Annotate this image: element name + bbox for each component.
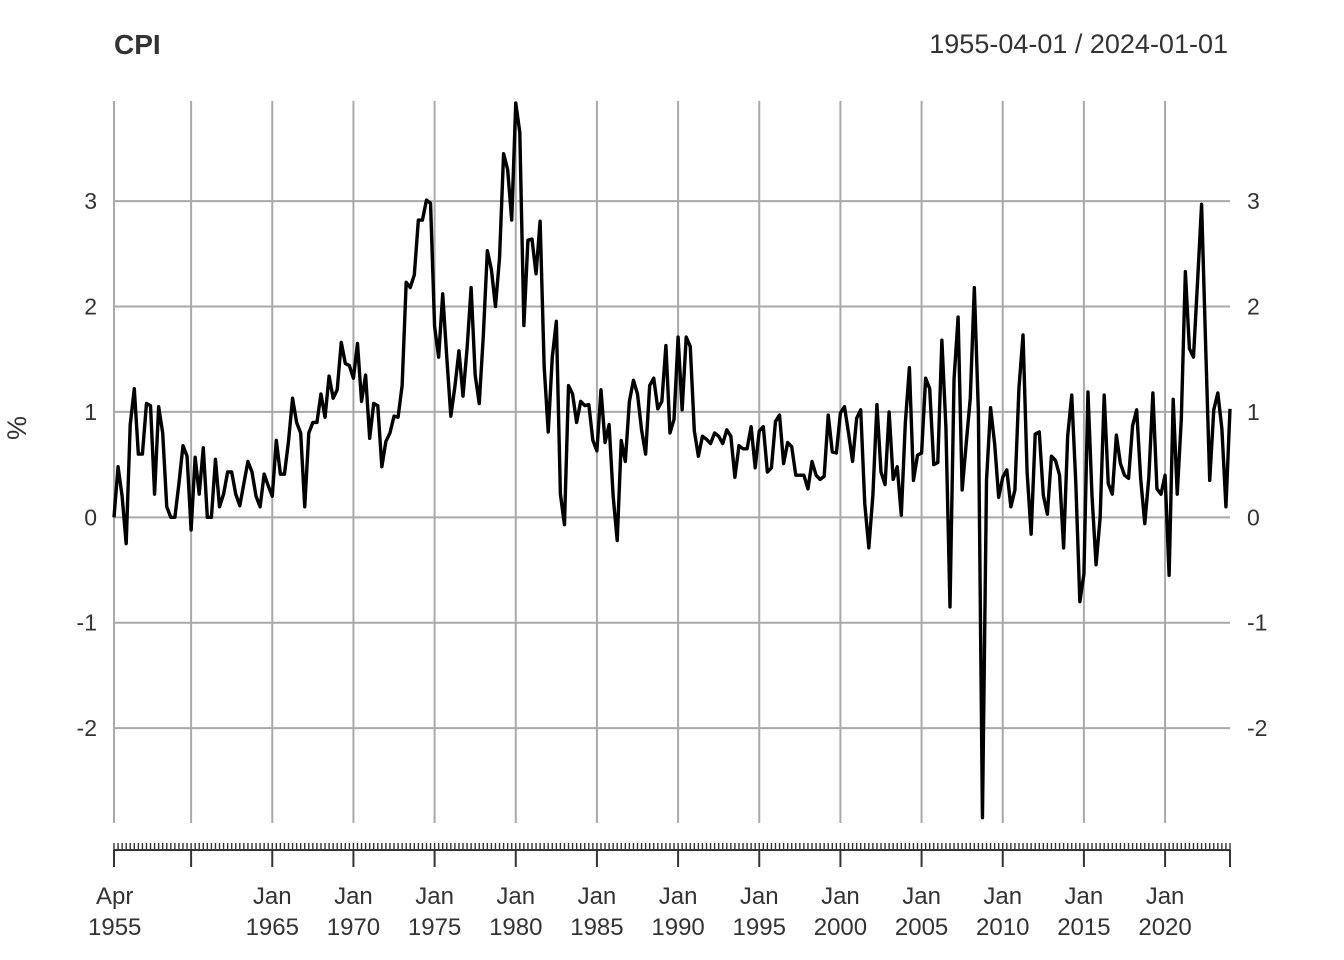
y-tick-label-right: -2 — [1247, 715, 1267, 741]
x-tick-label-month: Jan — [659, 883, 698, 910]
x-tick-label-year: 1965 — [246, 914, 299, 941]
x-tick-label-year: 2020 — [1138, 914, 1191, 941]
vertical-gridlines — [113, 101, 1167, 823]
x-tick-labels: Apr 1955 Jan 1965 Jan 1970 Jan 1975 Jan 1980 Jan 19… — [88, 883, 1192, 941]
x-tick-label-year: 1975 — [408, 914, 461, 941]
x-tick-label-month: Jan — [496, 883, 535, 910]
y-tick-label-left: -2 — [77, 715, 97, 741]
x-tick-label-year: 2005 — [895, 914, 948, 941]
date-range-label: 1955-04-01 / 2024-01-01 — [929, 29, 1228, 59]
y-tick-label-right: 3 — [1247, 188, 1260, 214]
x-tick-label-month: Jan — [740, 883, 779, 910]
x-axis — [113, 843, 1231, 867]
x-tick-label-month: Jan — [1065, 883, 1104, 910]
x-tick-label-month: Jan — [902, 883, 941, 910]
x-tick-label-year: 1985 — [570, 914, 623, 941]
y-tick-label-right: 1 — [1247, 399, 1260, 425]
y-tick-label-left: 2 — [84, 294, 97, 320]
x-tick-label-year: 1995 — [733, 914, 786, 941]
y-tick-label-right: -1 — [1247, 610, 1267, 636]
x-tick-label-year: 2015 — [1057, 914, 1110, 941]
x-tick-label-month: Jan — [1146, 883, 1185, 910]
x-tick-label-month: Jan — [334, 883, 373, 910]
y-tick-label-left: 1 — [84, 399, 97, 425]
y-tick-label-right: 2 — [1247, 294, 1260, 320]
y-tick-label-left: 3 — [84, 188, 97, 214]
y-tick-label-right: 0 — [1247, 504, 1260, 530]
x-tick-label-month: Apr — [96, 883, 133, 910]
x-minor-ticks — [113, 843, 1231, 850]
x-tick-label-month: Jan — [983, 883, 1022, 910]
y-axis-label: % — [2, 416, 32, 440]
cpi-series-line — [112, 101, 1232, 820]
x-tick-label-year: 1970 — [327, 914, 380, 941]
chart-title: CPI — [114, 29, 161, 60]
x-tick-label-year: 1990 — [651, 914, 704, 941]
x-tick-label-month: Jan — [821, 883, 860, 910]
x-tick-label-month: Jan — [253, 883, 292, 910]
x-tick-label-year: 1980 — [489, 914, 542, 941]
x-tick-label-month: Jan — [415, 883, 454, 910]
x-tick-label-year: 2000 — [814, 914, 867, 941]
horizontal-gridlines — [114, 200, 1230, 730]
x-tick-label-month: Jan — [578, 883, 617, 910]
x-tick-label-year: 2010 — [976, 914, 1029, 941]
y-tick-labels-right: 3 2 1 0 -1 -2 — [1247, 188, 1267, 741]
y-tick-labels-left: 3 2 1 0 -1 -2 — [77, 188, 97, 741]
x-tick-label-year: 1955 — [88, 914, 141, 941]
y-tick-label-left: -1 — [77, 610, 97, 636]
y-tick-label-left: 0 — [84, 504, 97, 530]
